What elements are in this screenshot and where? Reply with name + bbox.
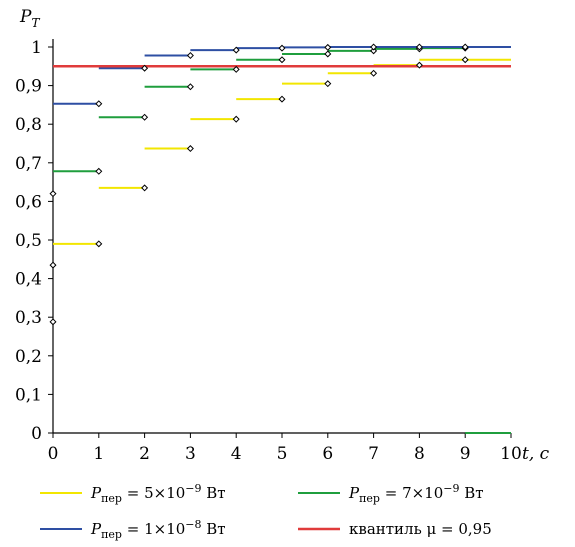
data-point-marker [415, 61, 423, 69]
data-point-marker [415, 43, 423, 51]
x-tick-label: 6 [322, 444, 333, 464]
data-point-marker [186, 83, 194, 91]
data-point-marker [141, 113, 149, 121]
y-tick-label: 1 [31, 38, 42, 58]
y-axis-label: PT [19, 7, 40, 30]
data-point-marker [141, 184, 149, 192]
data-point-marker [324, 50, 332, 58]
data-point-marker [232, 115, 240, 123]
data-point-marker [95, 167, 103, 175]
data-point-marker [49, 318, 57, 326]
x-tick-label: 9 [460, 444, 471, 464]
legend-label-1: Pпер = 5×10−9 Вт [90, 482, 226, 505]
y-tick-label: 0,2 [15, 347, 42, 367]
x-tick-label: 2 [139, 444, 150, 464]
data-point-marker [95, 100, 103, 108]
data-point-marker [49, 190, 57, 198]
y-tick-label: 0 [31, 424, 42, 444]
data-point-marker [186, 145, 194, 153]
legend-label-3: Pпер = 1×10−8 Вт [90, 518, 226, 541]
data-point-marker [324, 80, 332, 88]
x-tick-label: 1 [93, 444, 104, 464]
x-tick-label: 7 [368, 444, 379, 464]
x-tick-label: 10 [500, 444, 522, 464]
data-point-marker [370, 43, 378, 51]
data-point-marker [278, 44, 286, 52]
data-point-marker [232, 65, 240, 73]
data-point-marker [461, 43, 469, 51]
x-tick-label: 3 [185, 444, 196, 464]
legend-label-4: квантиль μ = 0,95 [349, 520, 492, 538]
data-point-marker [278, 95, 286, 103]
y-tick-label: 0,9 [15, 77, 42, 97]
data-point-marker [49, 261, 57, 269]
data-point-marker [278, 56, 286, 64]
y-tick-label: 0,1 [15, 385, 42, 405]
x-tick-label: 8 [414, 444, 425, 464]
data-point-marker [370, 47, 378, 55]
y-tick-label: 0,8 [15, 115, 42, 135]
data-point-marker [141, 64, 149, 72]
y-tick-label: 0,4 [15, 270, 42, 290]
legend-label-2: Pпер = 7×10−9 Вт [348, 482, 484, 505]
data-point-marker [232, 46, 240, 54]
y-tick-label: 0,6 [15, 192, 42, 212]
data-point-marker [186, 51, 194, 59]
data-point-marker [461, 56, 469, 64]
y-tick-label: 0,7 [15, 154, 42, 174]
x-tick-label: 4 [231, 444, 242, 464]
x-axis-label: t, с [522, 444, 550, 464]
y-tick-label: 0,5 [15, 231, 42, 251]
data-point-marker [95, 240, 103, 248]
y-tick-label: 0,3 [15, 308, 42, 328]
data-point-marker [370, 69, 378, 77]
x-tick-label: 0 [48, 444, 59, 464]
data-point-marker [324, 43, 332, 51]
x-tick-label: 5 [277, 444, 288, 464]
